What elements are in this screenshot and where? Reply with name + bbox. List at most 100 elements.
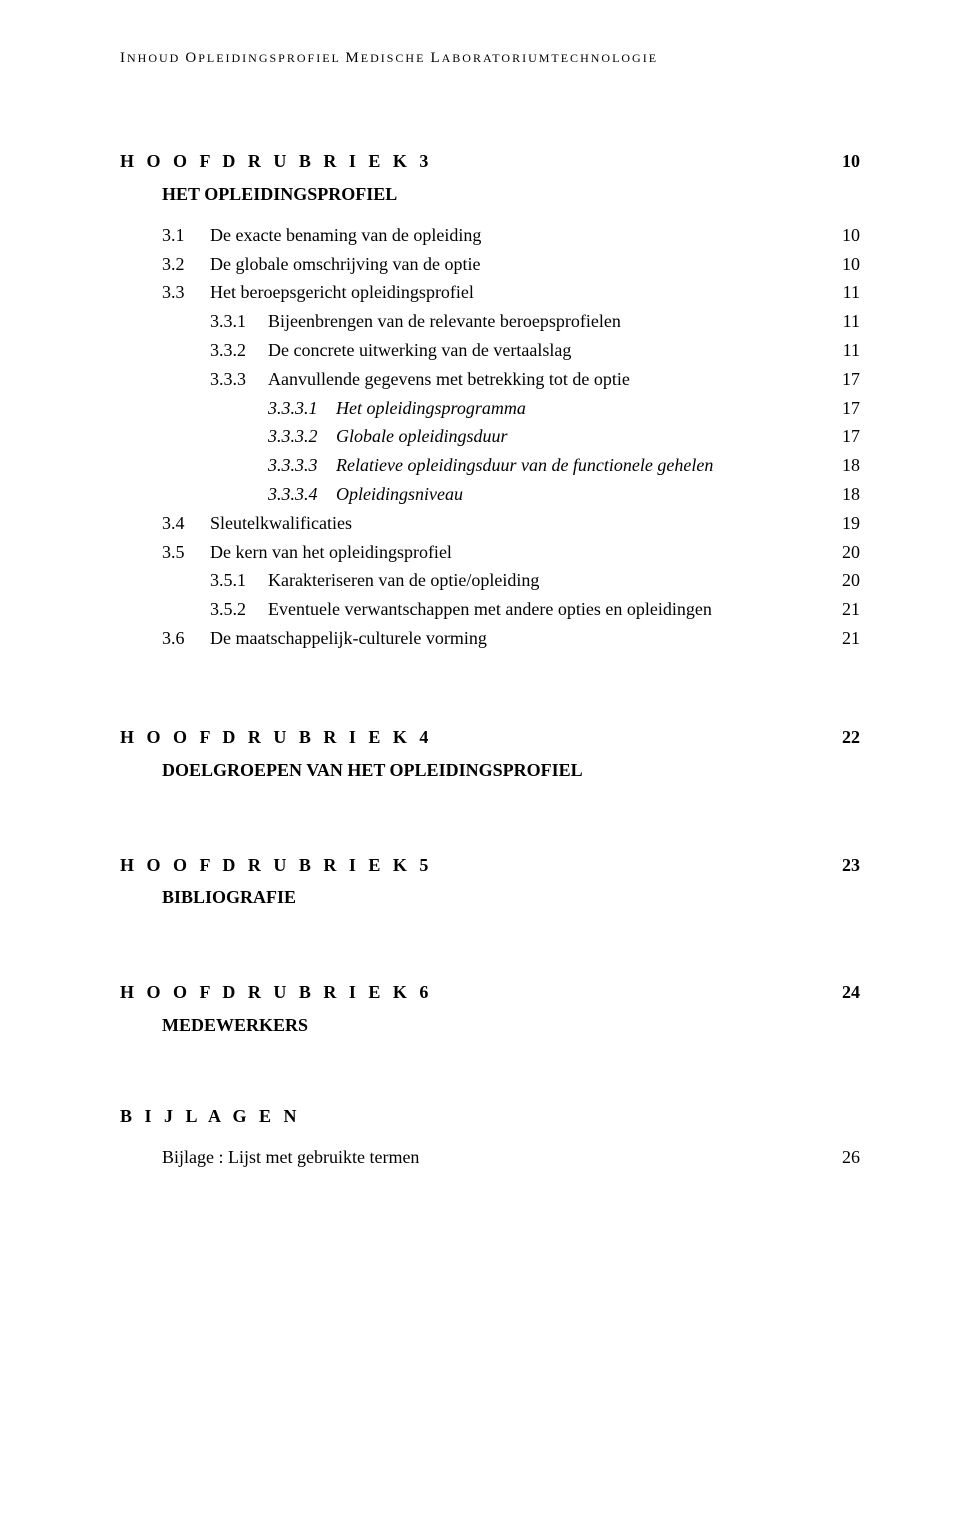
toc-entry: 3.5De kern van het opleidingsprofiel 20: [120, 538, 860, 567]
chapter-heading-row: H O O F D R U B R I E K 6 24: [120, 978, 860, 1007]
toc-entry: 3.3.1Bijeenbrengen van de relevante bero…: [120, 307, 860, 336]
toc-entry-page: 20: [842, 538, 860, 567]
toc-entry-page: 19: [842, 509, 860, 538]
toc-entry-page: 17: [842, 365, 860, 394]
toc-entry-number: 3.3.1: [210, 307, 268, 336]
chapter-page: 23: [842, 851, 860, 880]
rh-part4: ABORATORIUMTECHNOLOGIE: [442, 51, 658, 65]
toc-entry: 3.3.3.4Opleidingsniveau 18: [120, 480, 860, 509]
toc-entry-page: 21: [842, 595, 860, 624]
chapter-title: HET OPLEIDINGSPROFIEL: [162, 184, 860, 205]
appendix-entry-text: Bijlage : Lijst met gebruikte termen: [162, 1143, 419, 1172]
toc-entry-left: 3.3.3.3Relatieve opleidingsduur van de f…: [120, 451, 713, 480]
toc-entry-text: Globale opleidingsduur: [336, 422, 508, 451]
toc-entry-number: 3.5.2: [210, 595, 268, 624]
toc-entry-text: Het opleidingsprogramma: [336, 394, 526, 423]
chapters-container: H O O F D R U B R I E K 310HET OPLEIDING…: [120, 147, 860, 1036]
toc-entry-text: Het beroepsgericht opleidingsprofiel: [210, 278, 474, 307]
toc-entry-page: 21: [842, 624, 860, 653]
toc-entry-left: 3.1De exacte benaming van de opleiding: [120, 221, 481, 250]
toc-entry-number: 3.3.3.4: [268, 480, 336, 509]
chapter-title: MEDEWERKERS: [162, 1015, 860, 1036]
toc-entry-number: 3.3.3: [210, 365, 268, 394]
appendix-entry: Bijlage : Lijst met gebruikte termen 26: [120, 1143, 860, 1172]
toc-entry-left: 3.3.3.2Globale opleidingsduur: [120, 422, 508, 451]
chapter-page: 24: [842, 978, 860, 1007]
chapter-heading: H O O F D R U B R I E K 4: [120, 723, 432, 752]
chapter-heading: H O O F D R U B R I E K 6: [120, 978, 432, 1007]
toc-entry-page: 20: [842, 566, 860, 595]
chapter-heading: H O O F D R U B R I E K 3: [120, 147, 432, 176]
toc-entry-page: 11: [843, 336, 860, 365]
toc-entry: 3.5.2Eventuele verwantschappen met ander…: [120, 595, 860, 624]
toc-entry-number: 3.1: [162, 221, 210, 250]
toc-entry: 3.1De exacte benaming van de opleiding10: [120, 221, 860, 250]
toc-entry-page: 17: [842, 422, 860, 451]
toc-entry-number: 3.5: [162, 538, 210, 567]
toc-entry: 3.3.3.2Globale opleidingsduur 17: [120, 422, 860, 451]
chapter-block: H O O F D R U B R I E K 6 24 MEDEWERKERS: [120, 978, 860, 1036]
toc-entry: 3.4Sleutelkwalificaties 19: [120, 509, 860, 538]
page: INHOUD OPLEIDINGSPROFIEL MEDISCHE LABORA…: [0, 0, 960, 1518]
toc-entry-text: De maatschappelijk-culturele vorming: [210, 624, 487, 653]
appendix-heading: B I J L A G E N: [120, 1106, 860, 1127]
rh-part2-cap: O: [185, 50, 198, 66]
rh-part4-cap: L: [430, 50, 441, 66]
toc-entry-left: 3.3.3.4Opleidingsniveau: [120, 480, 463, 509]
toc-entry-text: De exacte benaming van de opleiding: [210, 221, 481, 250]
toc-entry-number: 3.3: [162, 278, 210, 307]
toc-entry-text: Karakteriseren van de optie/opleiding: [268, 566, 539, 595]
rh-part2: PLEIDINGSPROFIEL: [198, 51, 345, 65]
toc-entry-left: 3.3.1Bijeenbrengen van de relevante bero…: [120, 307, 621, 336]
toc-entry-page: 10: [842, 250, 860, 279]
toc-entry-number: 3.3.3.3: [268, 451, 336, 480]
chapter-block: H O O F D R U B R I E K 4 22 DOELGROEPEN V…: [120, 723, 860, 781]
toc-entry-number: 3.3.2: [210, 336, 268, 365]
toc-entry-text: De globale omschrijving van de optie: [210, 250, 480, 279]
rh-part3: EDISCHE: [361, 51, 431, 65]
toc-entry-page: 17: [842, 394, 860, 423]
toc-entry: 3.6De maatschappelijk-culturele vorming 2…: [120, 624, 860, 653]
chapter-page: 22: [842, 723, 860, 752]
toc-entry-left: 3.3.3Aanvullende gegevens met betrekking…: [120, 365, 630, 394]
toc-entry-left: 3.2De globale omschrijving van de optie: [120, 250, 480, 279]
appendix-entries: Bijlage : Lijst met gebruikte termen 26: [120, 1143, 860, 1172]
toc-entry-left: 3.3.2De concrete uitwerking van de verta…: [120, 336, 571, 365]
toc-entry-number: 3.6: [162, 624, 210, 653]
running-head: INHOUD OPLEIDINGSPROFIEL MEDISCHE LABORA…: [120, 50, 860, 67]
appendix-entry-page: 26: [842, 1143, 860, 1172]
toc-entry-left: 3.6De maatschappelijk-culturele vorming: [120, 624, 487, 653]
toc-entry-page: 18: [842, 480, 860, 509]
toc-entry-number: 3.3.3.2: [268, 422, 336, 451]
toc-entry-left: 3.4Sleutelkwalificaties: [120, 509, 352, 538]
toc-entry-text: Eventuele verwantschappen met andere opt…: [268, 595, 712, 624]
toc-entry-left: 3.3.3.1Het opleidingsprogramma: [120, 394, 526, 423]
toc-entry-page: 18: [842, 451, 860, 480]
toc-entry-number: 3.2: [162, 250, 210, 279]
chapter-heading-row: H O O F D R U B R I E K 523: [120, 851, 860, 880]
chapter-title: DOELGROEPEN VAN HET OPLEIDINGSPROFIEL: [162, 760, 860, 781]
chapter-heading-row: H O O F D R U B R I E K 310: [120, 147, 860, 176]
toc-entry-text: Opleidingsniveau: [336, 480, 463, 509]
chapter-heading-row: H O O F D R U B R I E K 4 22: [120, 723, 860, 752]
appendix-block: B I J L A G E N Bijlage : Lijst met gebr…: [120, 1106, 860, 1172]
toc-entry-number: 3.3.3.1: [268, 394, 336, 423]
toc-entry-text: Aanvullende gegevens met betrekking tot …: [268, 365, 630, 394]
toc-entry: 3.2De globale omschrijving van de optie 1…: [120, 250, 860, 279]
toc-entry-text: De kern van het opleidingsprofiel: [210, 538, 452, 567]
toc-entry-text: Sleutelkwalificaties: [210, 509, 352, 538]
rh-part3-cap: M: [345, 50, 360, 66]
toc-entry-left: 3.3Het beroepsgericht opleidingsprofiel: [120, 278, 474, 307]
toc-entry: 3.3.2De concrete uitwerking van de verta…: [120, 336, 860, 365]
toc-entry-left: 3.5.2Eventuele verwantschappen met ander…: [120, 595, 712, 624]
chapter-title: BIBLIOGRAFIE: [162, 887, 860, 908]
toc-entry-text: Bijeenbrengen van de relevante beroepspr…: [268, 307, 621, 336]
toc-entry-left: 3.5.1Karakteriseren van de optie/opleidi…: [120, 566, 539, 595]
rh-part1-cap: I: [120, 50, 127, 66]
toc-entry-text: Relatieve opleidingsduur van de function…: [336, 451, 713, 480]
toc-entry: 3.3.3Aanvullende gegevens met betrekking…: [120, 365, 860, 394]
toc-entry: 3.3.3.3Relatieve opleidingsduur van de f…: [120, 451, 860, 480]
toc-entry: 3.5.1Karakteriseren van de optie/opleidi…: [120, 566, 860, 595]
chapter-block: H O O F D R U B R I E K 523 BIBLIOGRAFIE: [120, 851, 860, 909]
toc-entry-number: 3.4: [162, 509, 210, 538]
